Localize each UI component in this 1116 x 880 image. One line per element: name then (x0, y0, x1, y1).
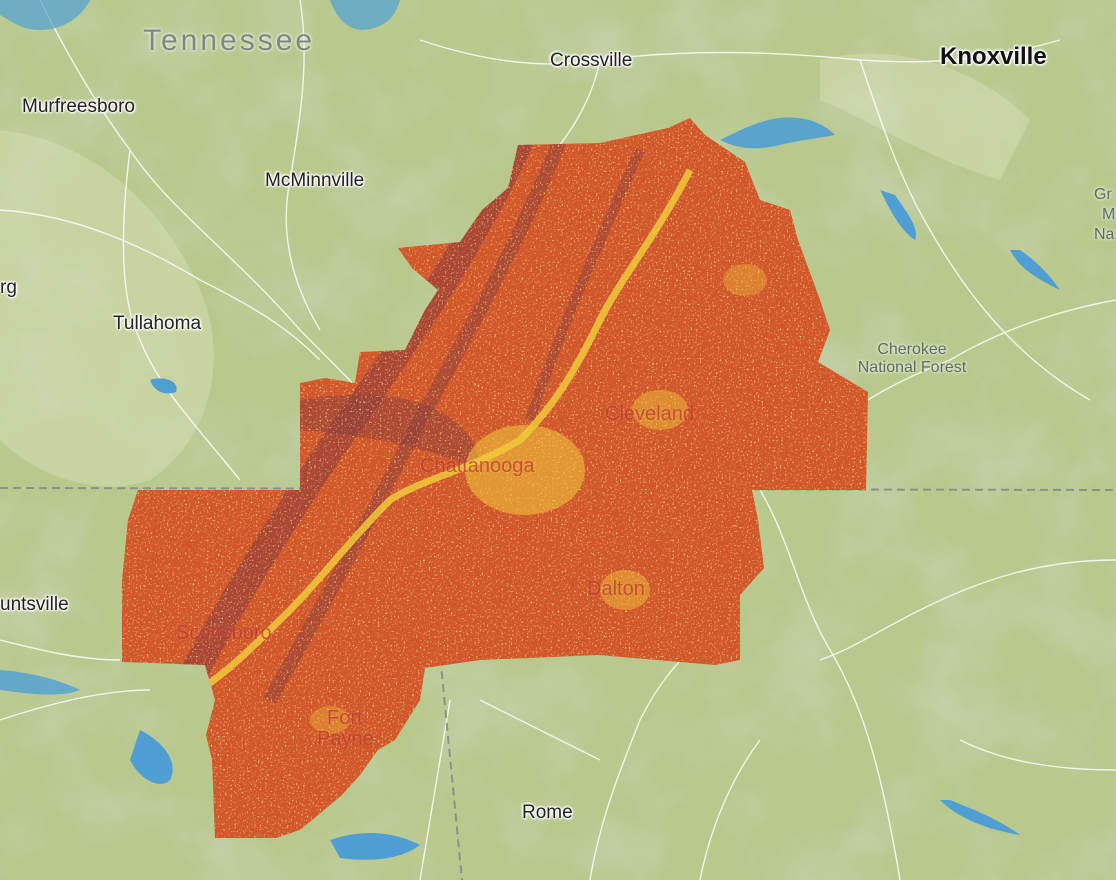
city-label-partial-na: Na (1094, 226, 1115, 243)
city-label-crossville: Crossville (550, 50, 633, 71)
city-label-knoxville: Knoxville (940, 43, 1047, 70)
water-bodies (0, 0, 1060, 860)
city-label-huntsville: untsville (0, 594, 69, 615)
city-label-rome: Rome (522, 802, 573, 823)
city-label-fort-payne-line1: Fort (327, 707, 363, 729)
city-label-tullahoma: Tullahoma (113, 313, 202, 334)
city-label-fort-payne-line2: Payne (317, 728, 374, 750)
state-boundary-tn-ga (0, 487, 1116, 491)
city-label-partial-gr: Gr (1094, 186, 1112, 203)
city-label-chattanooga: Chattanooga (420, 455, 535, 477)
city-label-scottsboro: Scottsboro (176, 622, 272, 644)
city-label-dalton: Dalton (587, 578, 645, 600)
forest-label-line1: Cherokee (877, 341, 947, 358)
city-label-partial-m: M (1102, 206, 1116, 223)
lowland-areas (0, 53, 1030, 487)
city-label-partial-rg: rg (0, 277, 17, 298)
forest-label-cherokee: Cherokee National Forest (848, 341, 976, 377)
state-label-tennessee: Tennessee (143, 24, 316, 57)
city-label-cleveland: Cleveland (605, 403, 694, 425)
city-label-mcminnville: McMinnville (265, 170, 365, 191)
forest-label-line2: National Forest (857, 359, 967, 376)
city-label-murfreesboro: Murfreesboro (22, 96, 135, 117)
